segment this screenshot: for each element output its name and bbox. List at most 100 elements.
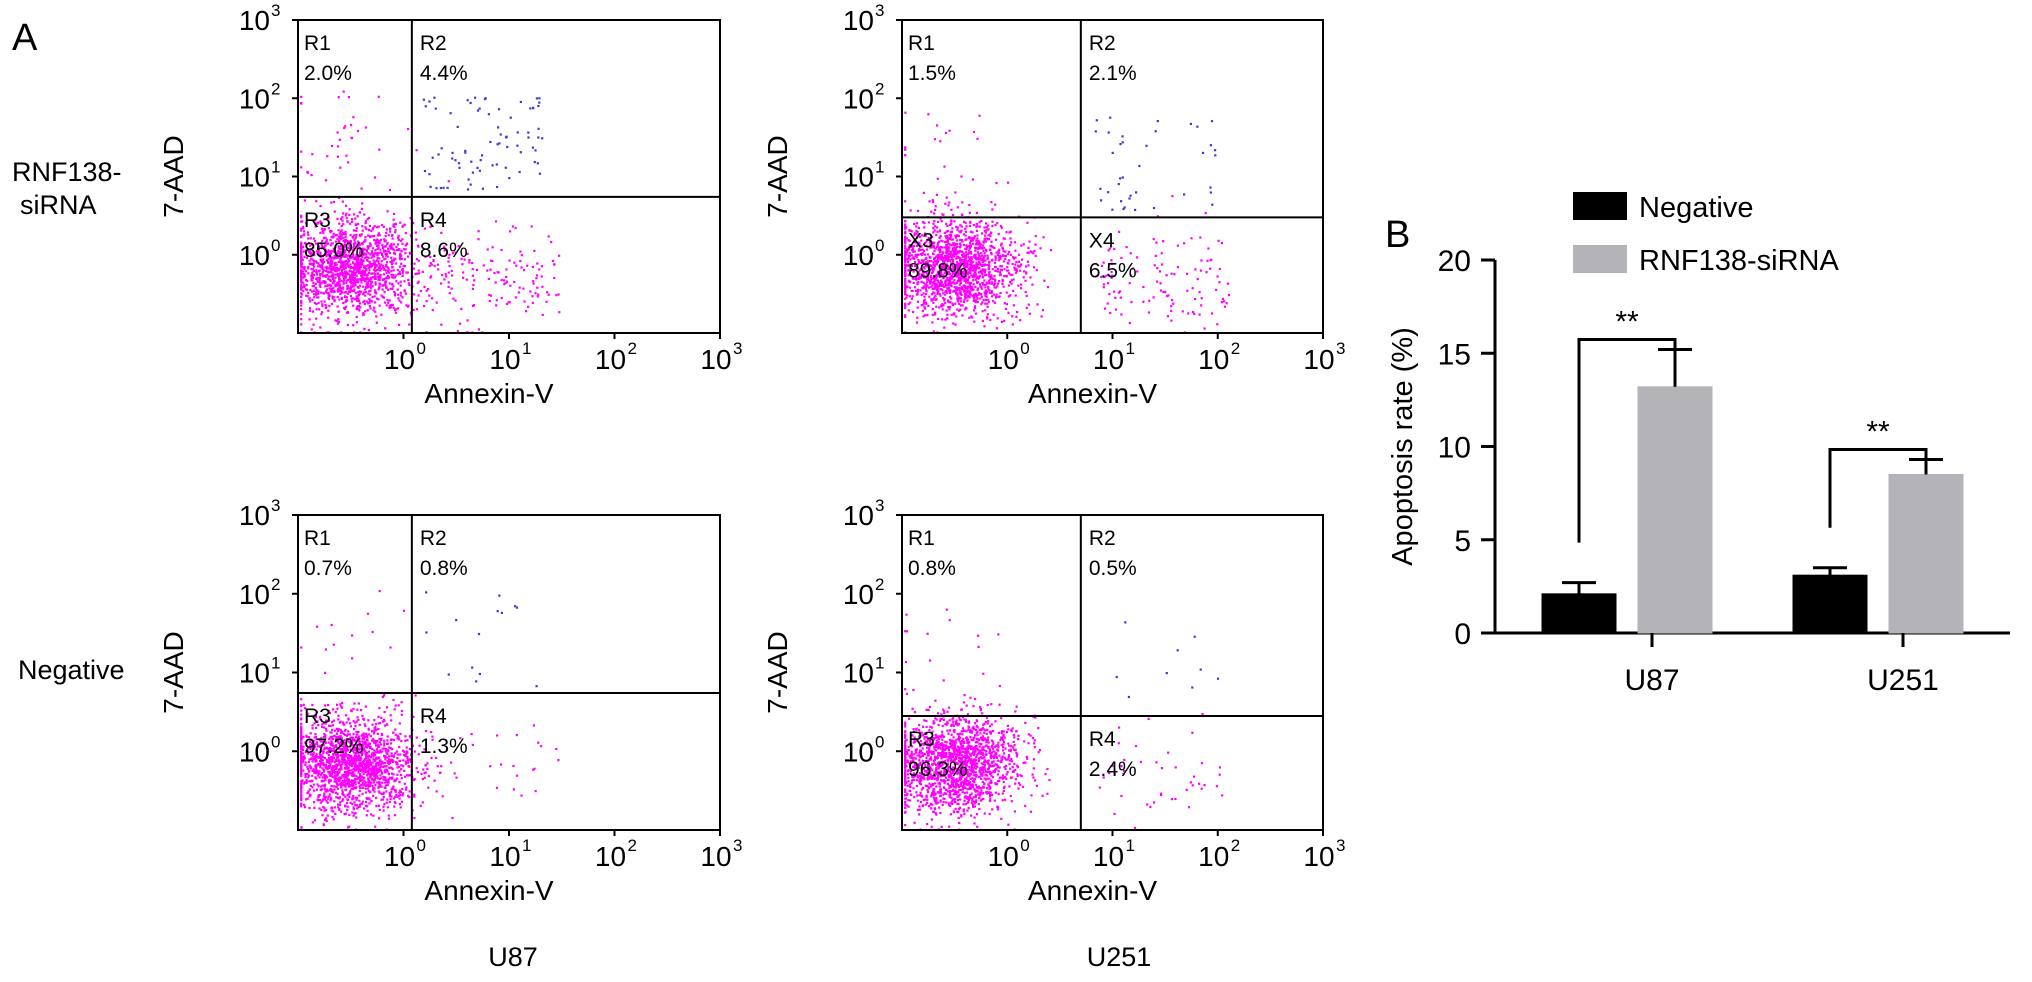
event-dot [924, 271, 927, 274]
event-dot [959, 297, 962, 300]
event-dot [398, 271, 401, 274]
event-dot [904, 261, 907, 264]
row-label-rnf138-sirna-line2: siRNA [20, 190, 97, 220]
event-dot [353, 801, 356, 804]
event-dot [417, 272, 421, 275]
event-dot [315, 738, 318, 741]
event-dot [330, 242, 333, 245]
event-dot [323, 261, 326, 264]
event-dot [390, 270, 393, 273]
event-dot [329, 731, 332, 734]
event-dot [929, 244, 932, 247]
event-dot [1011, 273, 1014, 276]
event-dot [335, 283, 338, 286]
event-dot [904, 247, 907, 250]
event-dot [398, 781, 401, 784]
event-dot [415, 299, 418, 302]
event-dot [321, 229, 324, 233]
event-dot [949, 223, 952, 226]
event-dot [1113, 290, 1116, 293]
event-dot [377, 751, 380, 754]
event-dot [986, 316, 989, 319]
event-dot [300, 313, 303, 316]
event-dot [312, 246, 315, 249]
event-dot [953, 282, 956, 285]
event-dot [362, 313, 365, 316]
event-dot [378, 265, 382, 268]
event-dot [377, 268, 380, 271]
event-dot [991, 268, 994, 271]
event-dot [384, 234, 387, 238]
event-dot [389, 287, 392, 290]
event-dot [968, 259, 971, 262]
event-dot [396, 757, 399, 760]
event-dot [958, 277, 961, 280]
event-dot [908, 254, 911, 257]
event-dot [973, 320, 976, 323]
event-dot [964, 234, 967, 237]
event-dot [342, 746, 346, 749]
event-dot [352, 304, 355, 307]
event-dot [383, 238, 386, 241]
event-dot [354, 237, 357, 240]
event-dot [366, 787, 369, 790]
event-dot [1159, 289, 1162, 292]
event-dot [520, 266, 523, 269]
event-dot [460, 257, 463, 260]
event-dot [555, 294, 558, 297]
event-dot [430, 263, 433, 266]
event-dot [314, 735, 318, 739]
event-dot [365, 762, 368, 765]
event-dot [957, 296, 960, 299]
event-dot [936, 287, 939, 290]
event-dot [358, 799, 361, 802]
event-dot [370, 280, 373, 283]
event-dot [955, 255, 958, 258]
event-dot [1031, 283, 1034, 286]
event-dot [373, 266, 376, 269]
event-dot [358, 769, 361, 772]
event-dot [979, 245, 982, 248]
event-dot [1015, 267, 1018, 270]
event-dot [302, 245, 305, 248]
event-dot [415, 258, 418, 261]
event-dot [987, 267, 990, 271]
event-dot [330, 201, 333, 204]
event-dot [1012, 278, 1015, 281]
event-dot [436, 263, 440, 266]
event-dot [319, 788, 322, 791]
event-dot [972, 223, 975, 227]
event-dot [984, 263, 987, 266]
event-dot [323, 733, 326, 736]
event-dot [960, 225, 963, 228]
event-dot [374, 242, 378, 245]
event-dot [373, 727, 376, 730]
event-dot [1128, 322, 1131, 325]
event-dot [1218, 267, 1221, 271]
event-dot [350, 218, 354, 221]
event-dot [362, 759, 366, 762]
event-dot [361, 764, 364, 767]
event-dot [392, 259, 396, 262]
event-dot [374, 251, 377, 254]
event-dot [328, 789, 331, 792]
event-dot [983, 252, 986, 255]
event-dot [311, 769, 314, 772]
event-dot [350, 740, 354, 743]
event-dot [546, 291, 549, 294]
event-dot [325, 240, 328, 243]
event-dot [907, 269, 910, 272]
event-dot [974, 285, 977, 288]
event-dot [378, 286, 381, 289]
event-dot [339, 272, 342, 275]
event-dot [327, 292, 330, 295]
event-dot [942, 292, 945, 295]
event-dot [1004, 275, 1007, 278]
event-dot [318, 770, 321, 773]
event-dot [332, 286, 335, 290]
event-dot [363, 277, 367, 280]
event-dot [338, 274, 341, 277]
event-dot [967, 252, 971, 255]
event-dot [341, 212, 345, 215]
event-dot [344, 214, 347, 217]
